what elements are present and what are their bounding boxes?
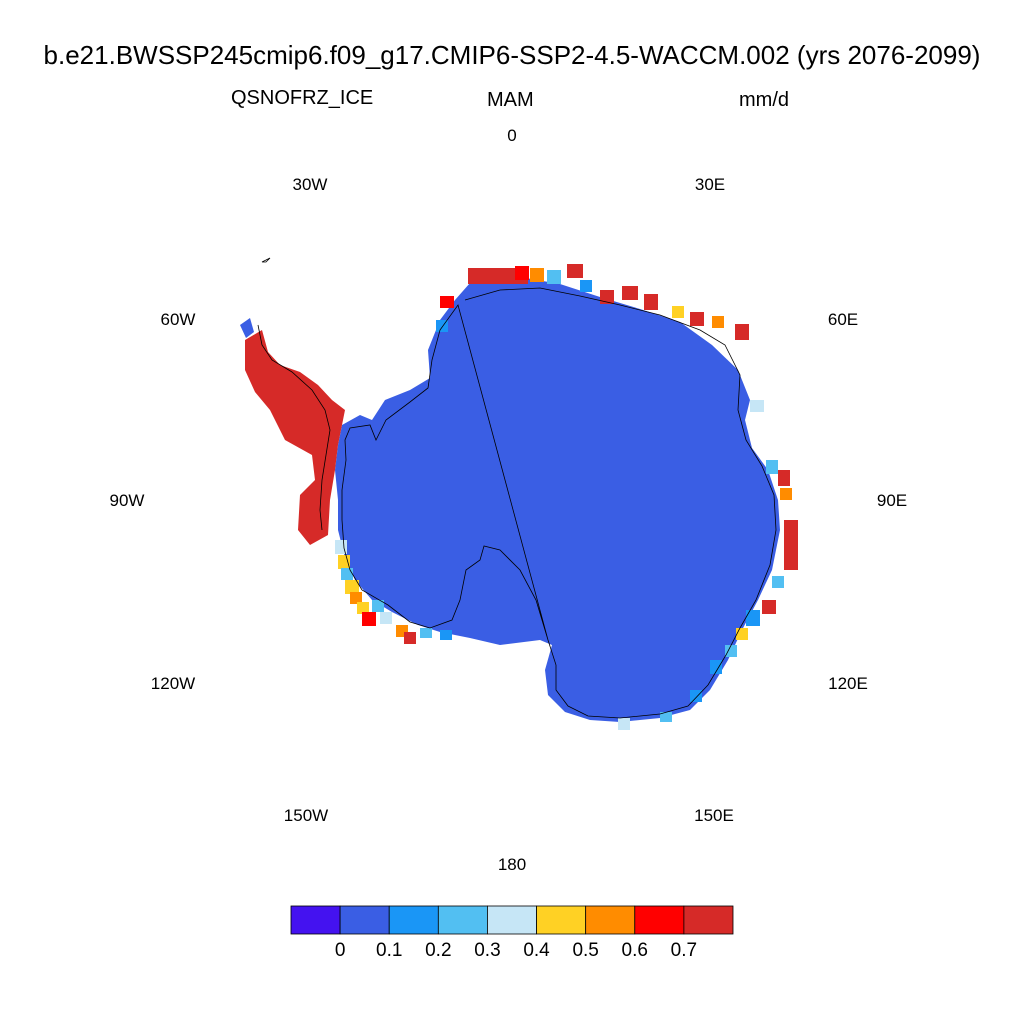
coastline xyxy=(257,257,777,719)
lon-label-30w: 30W xyxy=(293,175,328,194)
east-coast-pixels xyxy=(436,264,764,412)
peninsula-field xyxy=(245,330,345,545)
colorbar-swatch xyxy=(437,905,488,935)
season-label: MAM xyxy=(487,89,534,111)
colorbar-tick-label: 0.4 xyxy=(523,940,550,961)
ice-sheet-interior xyxy=(335,277,780,722)
lon-label-120e: 120E xyxy=(828,674,868,693)
colorbar-swatch xyxy=(487,905,537,935)
colorbar xyxy=(290,905,734,935)
lon-label-60w: 60W xyxy=(161,310,196,329)
lon-label-60e: 60E xyxy=(828,310,858,329)
colorbar-tick-label: 0.7 xyxy=(670,940,698,961)
peninsula-tip xyxy=(240,318,254,338)
colorbar-swatch xyxy=(585,905,636,935)
wilkes-coast-pixels xyxy=(618,460,798,730)
plot-title: b.e21.BWSSP245cmip6.f09_g17.CMIP6-SSP2-4… xyxy=(43,40,981,70)
field-layer xyxy=(240,264,798,730)
colorbar-swatch xyxy=(634,905,685,935)
units-label: mm/d xyxy=(739,89,789,111)
lon-label-0: 0 xyxy=(507,126,516,145)
amundsen-coast-pixels xyxy=(335,540,452,644)
lon-label-120w: 120W xyxy=(151,674,195,693)
lon-label-150e: 150E xyxy=(694,806,734,825)
colorbar-swatch xyxy=(290,905,341,935)
colorbar-tick-label: 0.6 xyxy=(621,940,648,961)
colorbar-swatch xyxy=(339,905,390,935)
lon-label-30e: 30E xyxy=(695,175,725,194)
lon-label-180: 180 xyxy=(498,855,526,874)
colorbar-swatch xyxy=(536,905,587,935)
lon-label-90e: 90E xyxy=(877,491,907,510)
lon-label-90w: 90W xyxy=(110,491,145,510)
colorbar-swatch xyxy=(388,905,439,935)
colorbar-tick-label: 0.1 xyxy=(376,940,403,961)
colorbar-swatch xyxy=(683,905,734,935)
colorbar-tick-label: 0.3 xyxy=(474,940,501,961)
colorbar-tick-label: 0.2 xyxy=(425,940,452,961)
longitude-labels: 0 30E 60E 90E 120E 150E 180 150W 120W 90… xyxy=(110,126,908,874)
colorbar-tick-label: 0.5 xyxy=(572,940,599,961)
variable-label: QSNOFRZ_ICE xyxy=(231,87,374,109)
lon-label-150w: 150W xyxy=(284,806,328,825)
colorbar-tick-label: 0 xyxy=(334,940,346,961)
